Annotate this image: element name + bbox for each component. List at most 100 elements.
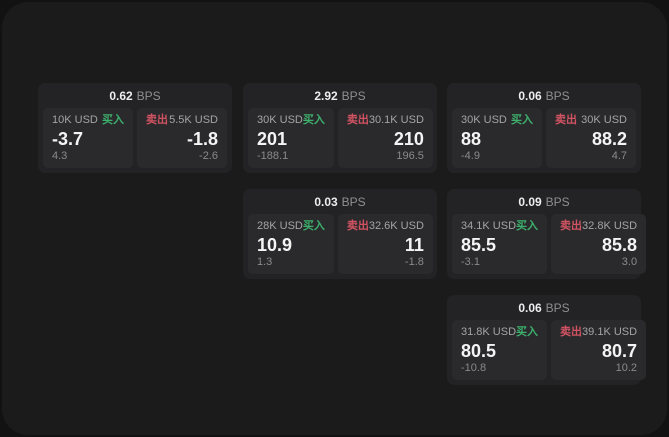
bps-spread-value: 0.62 [109,88,133,103]
quote-card: 0.06 BPS 30K USD 买入 88 -4.9 卖出 30K USD [447,83,641,173]
sell-price: 11 [404,234,424,255]
sell-tile[interactable]: 卖出 32.6K USD 11 -1.8 [337,214,433,274]
bps-spread-value: 0.06 [518,88,542,103]
buy-amount-label: 28K USD [257,220,303,232]
buy-tile-header: 28K USD 买入 [257,221,325,232]
sell-price: 210 [393,128,424,149]
buy-price: 80.5 [461,340,497,361]
buy-tile[interactable]: 30K USD 买入 88 -4.9 [452,108,542,168]
buy-amount-label: 34.1K USD [461,220,517,232]
sell-side-label: 卖出 [555,114,577,126]
card-header: 0.06 BPS [447,83,641,108]
buy-change: -188.1 [257,150,289,162]
sell-amount-label: 32.6K USD [368,220,424,232]
sell-tile[interactable]: 卖出 5.5K USD -1.8 -2.6 [137,108,227,168]
buy-tile-header: 10K USD 买入 [52,115,124,126]
buy-amount-label: 31.8K USD [461,326,517,338]
buy-tile-header: 31.8K USD 买入 [461,327,538,338]
sell-price: 85.8 [602,234,638,255]
sell-tile-header: 卖出 30K USD [555,115,627,126]
bps-unit-label: BPS [341,194,366,209]
sell-tile[interactable]: 卖出 32.8K USD 85.8 3.0 [551,214,647,274]
buy-change: -4.9 [461,150,480,162]
sell-tile[interactable]: 卖出 39.1K USD 80.7 10.2 [551,320,647,380]
sell-tile-header: 卖出 39.1K USD [560,327,637,338]
buy-amount-label: 30K USD [461,114,507,126]
bps-unit-label: BPS [136,88,161,103]
quote-card: 0.62 BPS 10K USD 买入 -3.7 4.3 卖出 5.5K USD [38,83,232,173]
sell-change: -1.8 [404,256,424,268]
buy-price: -3.7 [52,128,84,149]
quote-card: 2.92 BPS 30K USD 买入 201 -188.1 卖出 30.1K … [243,83,437,173]
quote-card: 0.09 BPS 34.1K USD 买入 85.5 -3.1 卖出 32.8K… [447,189,647,279]
card-body: 28K USD 买入 10.9 1.3 卖出 32.6K USD 11 -1.8 [243,214,437,274]
sell-side-label: 卖出 [346,114,369,126]
buy-tile[interactable]: 34.1K USD 买入 85.5 -3.1 [452,214,548,274]
buy-tile-header: 34.1K USD 买入 [461,221,538,232]
buy-tile[interactable]: 10K USD 买入 -3.7 4.3 [43,108,133,168]
buy-tile-header: 30K USD 买入 [257,115,325,126]
sell-change: -2.6 [199,150,218,162]
bps-spread-value: 0.09 [518,194,542,209]
sell-side-label: 卖出 [560,220,583,232]
bps-spread-value: 2.92 [314,88,338,103]
sell-tile-header: 卖出 5.5K USD [146,115,218,126]
buy-tile[interactable]: 28K USD 买入 10.9 1.3 [248,214,334,274]
card-body: 30K USD 买入 88 -4.9 卖出 30K USD 88.2 4.7 [447,108,641,168]
card-header: 2.92 BPS [243,83,437,108]
card-body: 34.1K USD 买入 85.5 -3.1 卖出 32.8K USD 85.8… [447,214,647,274]
card-header: 0.62 BPS [38,83,232,108]
sell-tile-header: 卖出 30.1K USD [347,115,424,126]
card-header: 0.06 BPS [447,295,641,320]
bps-unit-label: BPS [341,88,366,103]
sell-amount-label: 30.1K USD [368,114,424,126]
sell-side-label: 卖出 [346,220,369,232]
buy-amount-label: 30K USD [257,114,303,126]
buy-change: 1.3 [257,256,273,268]
sell-amount-label: 32.8K USD [582,220,638,232]
buy-side-label: 买入 [302,220,325,232]
buy-price: 201 [257,128,288,149]
buy-side-label: 买入 [511,114,533,126]
bps-spread-value: 0.06 [518,300,542,315]
buy-side-label: 买入 [302,114,325,126]
sell-price: 88.2 [591,128,627,149]
buy-side-label: 买入 [516,326,539,338]
buy-change: -3.1 [461,256,480,268]
buy-price: 88 [461,128,482,149]
sell-side-label: 卖出 [146,114,168,126]
buy-price: 10.9 [257,234,293,255]
card-header: 0.09 BPS [447,189,641,214]
buy-tile[interactable]: 30K USD 买入 201 -188.1 [248,108,334,168]
card-body: 10K USD 买入 -3.7 4.3 卖出 5.5K USD -1.8 -2.… [38,108,232,168]
buy-side-label: 买入 [516,220,539,232]
card-body: 31.8K USD 买入 80.5 -10.8 卖出 39.1K USD 80.… [447,320,647,380]
bps-spread-value: 0.03 [314,194,338,209]
buy-change: -10.8 [461,362,487,374]
card-body: 30K USD 买入 201 -188.1 卖出 30.1K USD 210 1… [243,108,437,168]
sell-amount-label: 30K USD [581,114,627,126]
buy-change: 4.3 [52,150,68,162]
quote-card: 0.03 BPS 28K USD 买入 10.9 1.3 卖出 32.6K US… [243,189,437,279]
sell-change: 196.5 [396,150,424,162]
sell-change: 3.0 [621,256,638,268]
sell-change: 10.2 [615,362,638,374]
sell-tile[interactable]: 卖出 30K USD 88.2 4.7 [546,108,636,168]
card-header: 0.03 BPS [243,189,437,214]
sell-price: 80.7 [602,340,638,361]
sell-tile-header: 卖出 32.8K USD [560,221,637,232]
buy-tile[interactable]: 31.8K USD 买入 80.5 -10.8 [452,320,548,380]
sell-price: -1.8 [186,128,218,149]
bps-unit-label: BPS [545,194,570,209]
sell-tile-header: 卖出 32.6K USD [347,221,424,232]
bps-unit-label: BPS [545,300,570,315]
sell-change: 4.7 [611,150,627,162]
sell-amount-label: 5.5K USD [169,114,218,126]
sell-amount-label: 39.1K USD [582,326,638,338]
buy-amount-label: 10K USD [52,114,98,126]
sell-tile[interactable]: 卖出 30.1K USD 210 196.5 [337,108,433,168]
bps-unit-label: BPS [545,88,570,103]
buy-side-label: 买入 [102,114,124,126]
